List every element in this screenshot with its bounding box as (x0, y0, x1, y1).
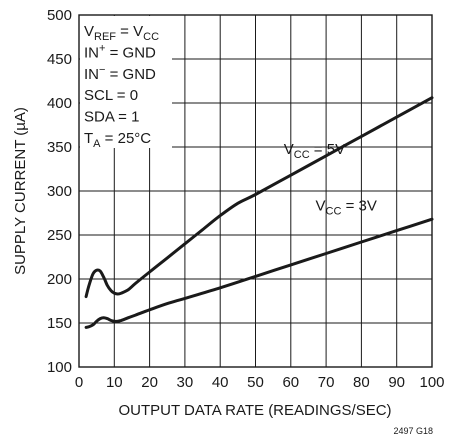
x-tick-label: 60 (282, 374, 299, 391)
y-tick-label: 150 (47, 315, 72, 332)
condition-line: IN+ = GND (84, 42, 156, 61)
x-tick-label: 50 (247, 374, 264, 391)
y-tick-label: 300 (47, 183, 72, 200)
x-tick-labels: 0 10 20 30 40 50 60 70 80 90 100 (75, 374, 445, 391)
condition-line: TA = 25°C (84, 130, 151, 150)
x-tick-label: 80 (353, 374, 370, 391)
x-tick-label: 30 (177, 374, 194, 391)
condition-line: IN− = GND (84, 64, 156, 83)
condition-line: SCL = 0 (84, 87, 138, 104)
curve-labels: VCC = 5V VCC = 3V (284, 141, 377, 217)
y-axis-title: SUPPLY CURRENT (µA) (12, 107, 29, 275)
x-tick-label: 100 (419, 374, 444, 391)
x-tick-label: 0 (75, 374, 83, 391)
x-tick-label: 90 (388, 374, 405, 391)
y-tick-label: 400 (47, 95, 72, 112)
series-line-vcc-3v (84, 217, 434, 329)
x-axis-title: OUTPUT DATA RATE (READINGS/SEC) (118, 402, 391, 419)
y-tick-label: 250 (47, 227, 72, 244)
y-tick-label: 200 (47, 271, 72, 288)
data-series (84, 96, 434, 329)
y-tick-label: 100 (47, 359, 72, 376)
condition-line: VREF = VCC (84, 23, 159, 43)
x-tick-label: 70 (318, 374, 335, 391)
plot-frame (78, 14, 433, 368)
grid (79, 15, 432, 367)
series-line-vcc-5v (84, 96, 434, 299)
condition-line: SDA = 1 (84, 109, 139, 126)
y-tick-label: 500 (47, 7, 72, 24)
figure-number: 2497 G18 (393, 426, 433, 436)
y-tick-labels: 100 150 200 250 300 350 400 450 500 (47, 7, 72, 376)
curve-label-vcc-5v: VCC = 5V (284, 141, 345, 161)
x-tick-label: 10 (106, 374, 123, 391)
x-tick-label: 20 (141, 374, 158, 391)
y-tick-label: 350 (47, 139, 72, 156)
x-tick-label: 40 (212, 374, 229, 391)
conditions-background (80, 16, 172, 148)
curve-label-vcc-3v: VCC = 3V (316, 197, 377, 217)
y-tick-label: 450 (47, 51, 72, 68)
